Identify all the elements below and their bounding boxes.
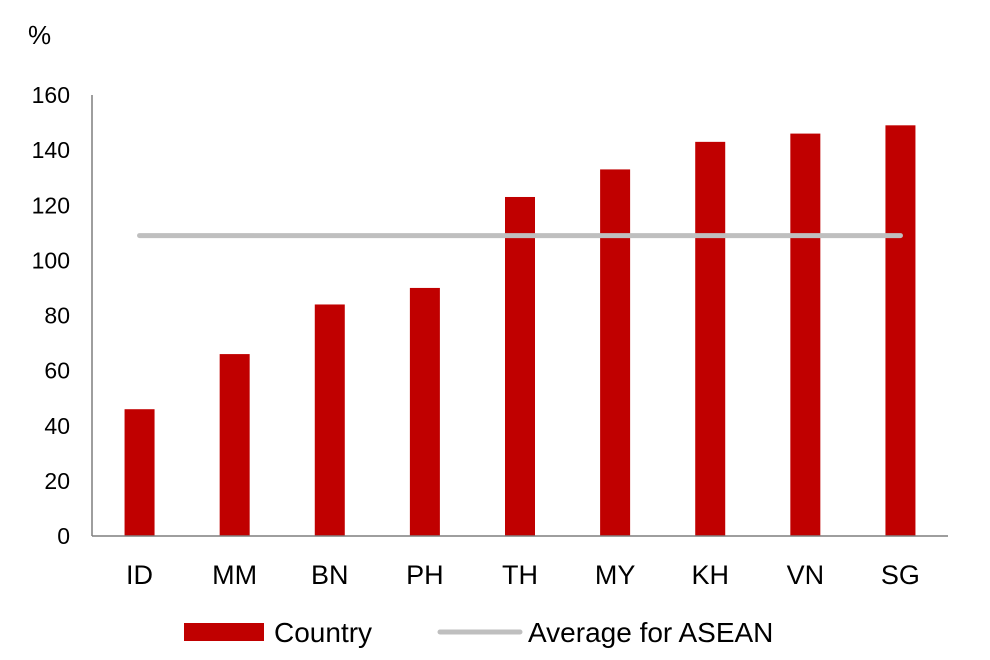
bar-series: [124, 125, 916, 536]
bar-id: [124, 409, 155, 536]
y-tick-label: 120: [32, 192, 70, 218]
bar-sg: [885, 125, 916, 536]
bar-my: [600, 169, 631, 536]
y-axis-ticks: 0 20 40 60 80 100 120 140 160: [32, 82, 70, 549]
x-tick-label: VN: [787, 560, 825, 590]
x-tick-label: TH: [502, 560, 538, 590]
legend: Country Average for ASEAN: [184, 617, 773, 648]
x-tick-label: ID: [126, 560, 153, 590]
bar-vn: [790, 133, 821, 536]
y-unit-label: %: [28, 20, 51, 50]
x-tick-label: MM: [212, 560, 257, 590]
bar-mm: [219, 354, 250, 536]
x-tick-label: SG: [881, 560, 920, 590]
y-tick-label: 80: [44, 303, 70, 329]
y-tick-label: 40: [44, 413, 70, 439]
x-tick-label: KH: [691, 560, 729, 590]
legend-label-average: Average for ASEAN: [528, 617, 773, 648]
x-tick-label: MY: [595, 560, 636, 590]
x-axis-labels: ID MM BN PH TH MY KH VN SG: [126, 560, 920, 590]
x-tick-label: PH: [406, 560, 444, 590]
y-tick-label: 20: [44, 468, 70, 494]
bar-kh: [695, 141, 726, 536]
y-tick-label: 0: [57, 523, 70, 549]
y-tick-label: 100: [32, 247, 70, 273]
y-tick-label: 140: [32, 137, 70, 163]
y-tick-label: 60: [44, 358, 70, 384]
bar-ph: [409, 287, 440, 536]
bar-th: [505, 196, 535, 536]
legend-label-country: Country: [274, 617, 372, 648]
bar-bn: [314, 304, 345, 536]
axes: [91, 95, 948, 537]
x-tick-label: BN: [311, 560, 349, 590]
y-tick-label: 160: [32, 82, 70, 108]
legend-swatch-country: [184, 623, 264, 641]
